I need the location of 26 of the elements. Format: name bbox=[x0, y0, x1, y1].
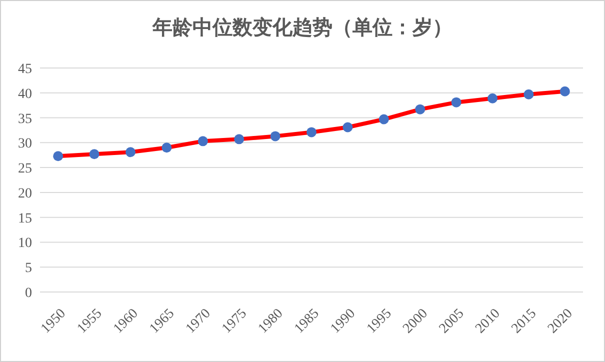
point bbox=[378, 114, 389, 124]
point bbox=[53, 151, 64, 162]
point bbox=[89, 149, 100, 160]
y-tick-label: 25 bbox=[18, 162, 32, 177]
y-tick-label: 45 bbox=[18, 62, 32, 77]
point bbox=[342, 122, 353, 132]
point bbox=[198, 136, 208, 146]
point bbox=[524, 89, 534, 100]
point bbox=[415, 104, 426, 114]
point bbox=[488, 93, 498, 104]
chart-title: 年龄中位数变化趋势（单位：岁） bbox=[152, 16, 452, 39]
point bbox=[162, 142, 172, 153]
point bbox=[306, 127, 316, 138]
y-tick-label: 0 bbox=[25, 286, 32, 301]
point bbox=[270, 131, 280, 142]
y-tick-label: 40 bbox=[18, 86, 32, 102]
y-tick-label: 30 bbox=[18, 136, 32, 152]
y-tick-label: 35 bbox=[18, 112, 32, 127]
y-tick-label: 10 bbox=[18, 236, 32, 252]
point bbox=[451, 97, 462, 108]
point bbox=[126, 147, 136, 158]
y-tick-label: 20 bbox=[18, 186, 32, 202]
y-tick-label: 15 bbox=[18, 211, 32, 226]
point bbox=[234, 134, 244, 144]
point bbox=[560, 86, 570, 96]
y-tick-label: 5 bbox=[25, 261, 32, 276]
